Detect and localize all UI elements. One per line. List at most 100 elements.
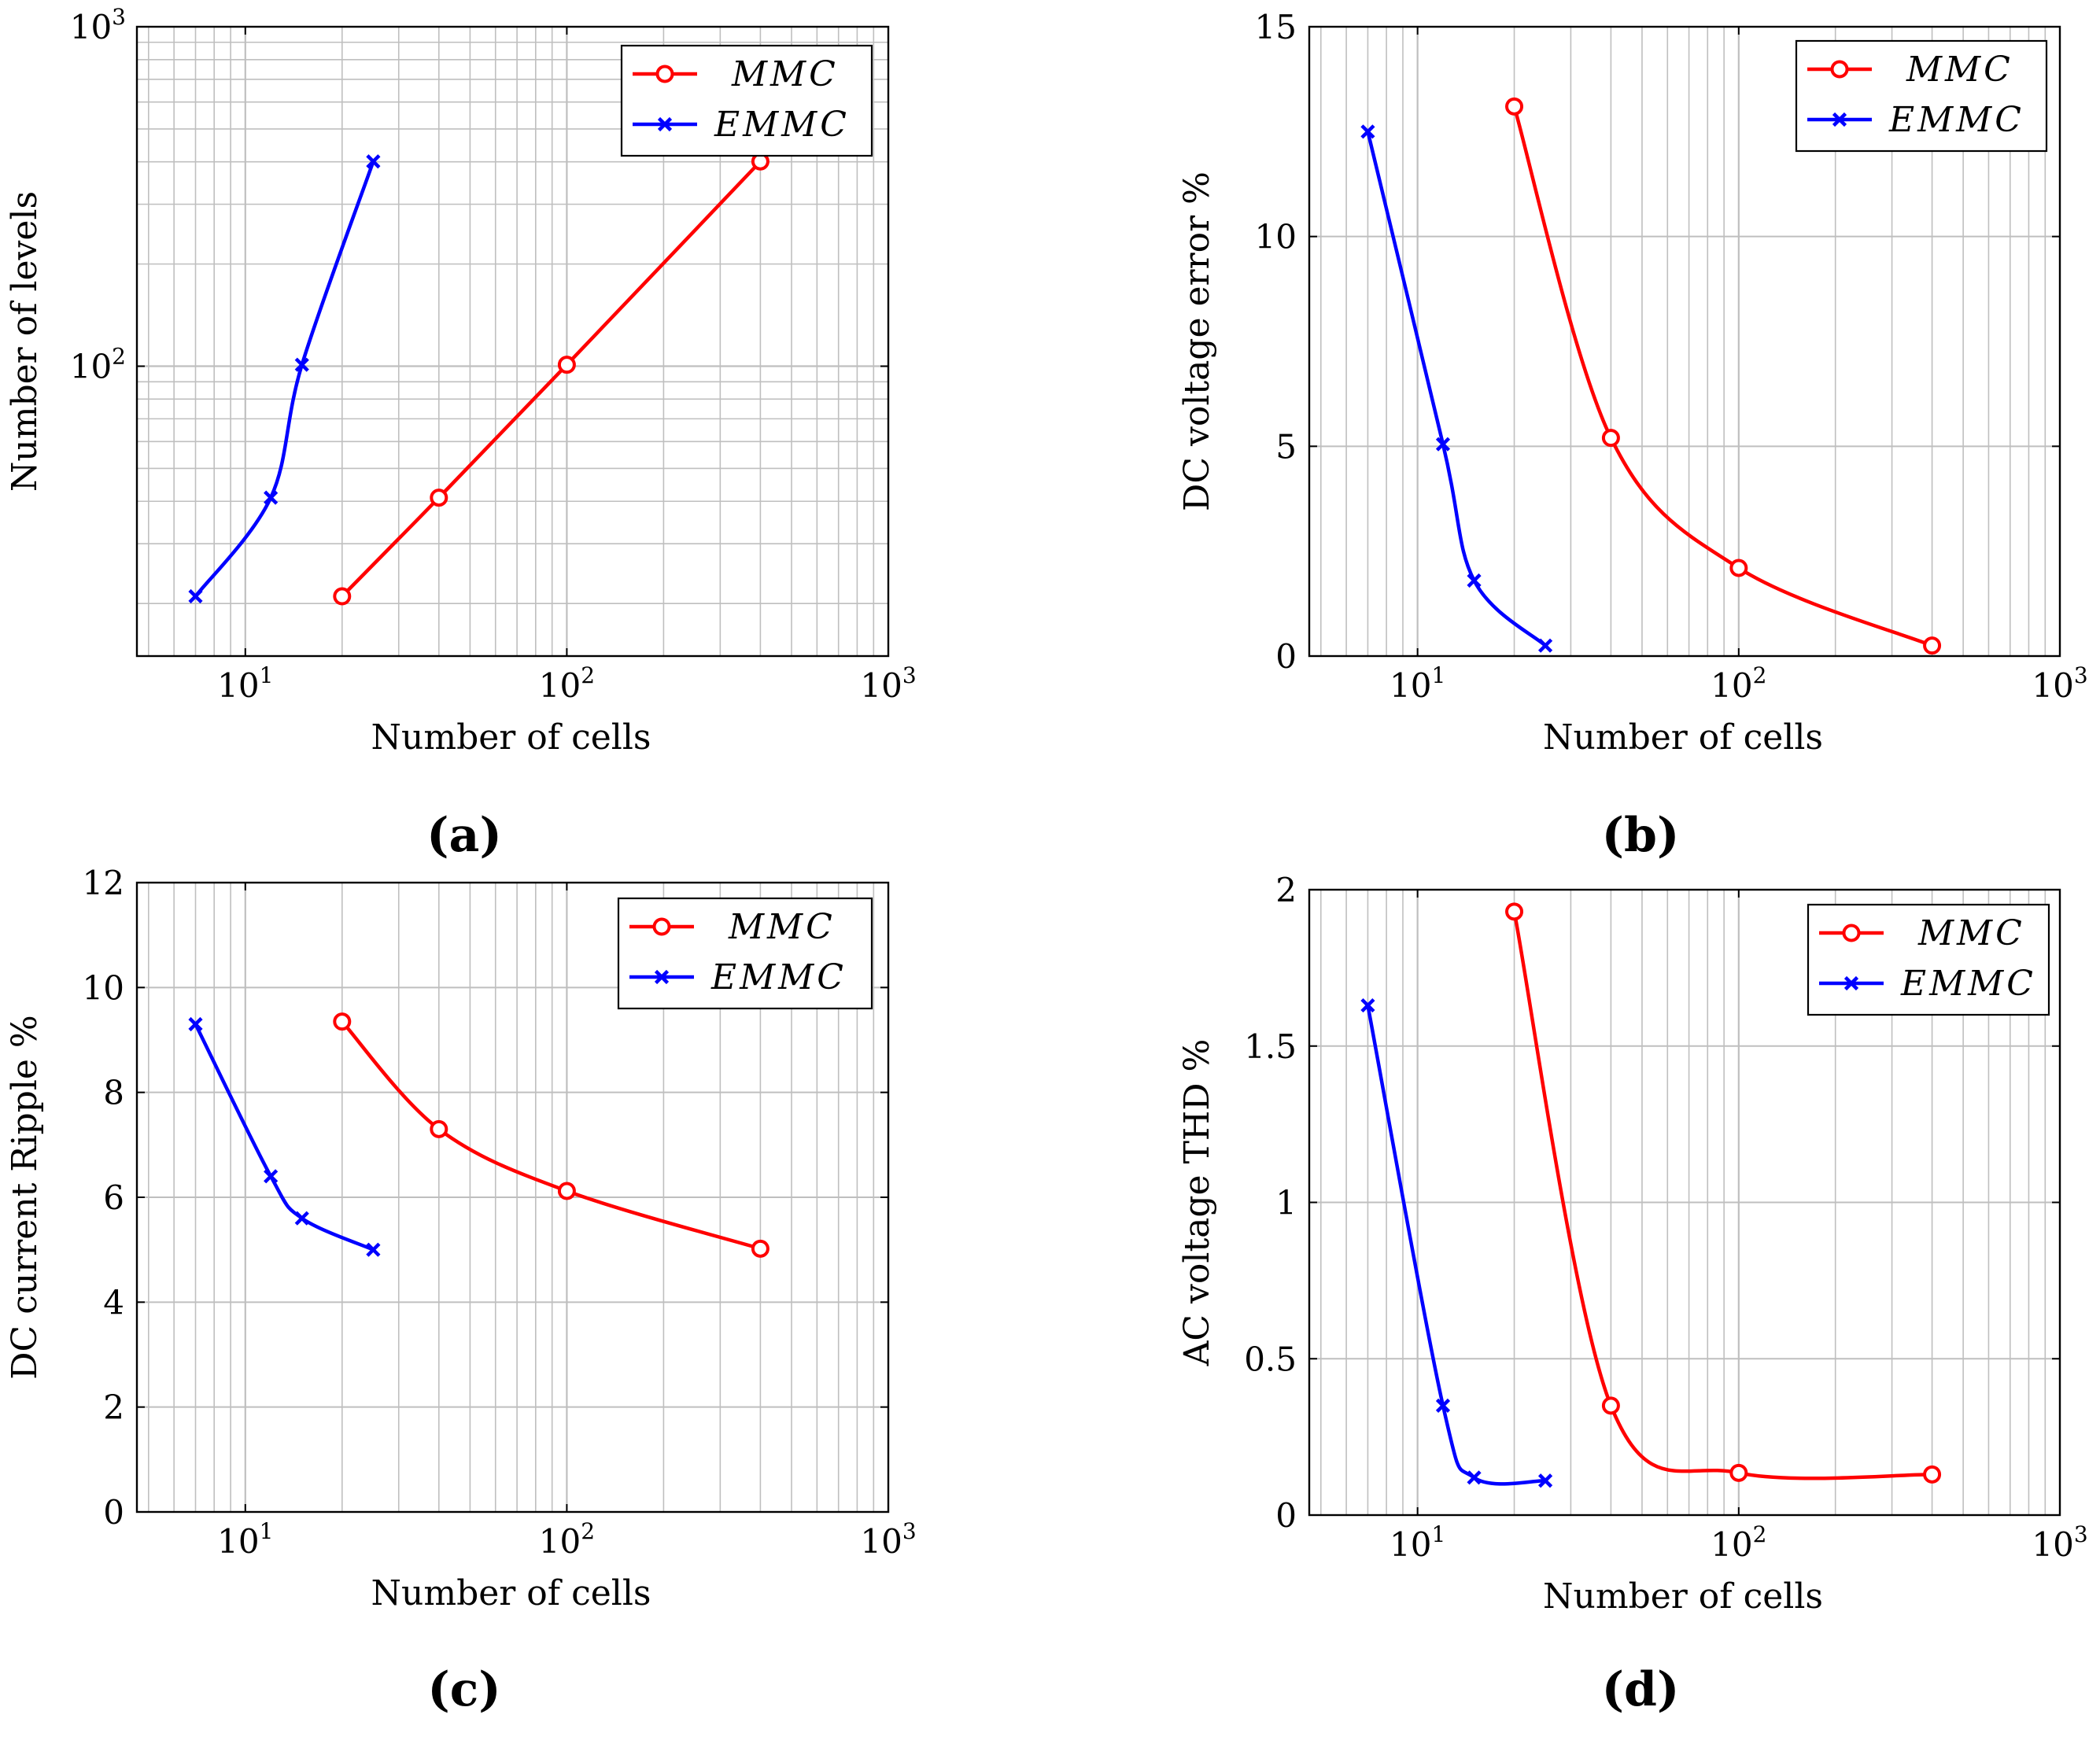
emmc-data-point [188, 588, 203, 604]
y-tick-label: 10 [1255, 218, 1297, 256]
legend-emmc-marker [657, 116, 673, 132]
y-tick-label: 1.5 [1244, 1027, 1297, 1066]
mmc-data-point [1601, 1396, 1620, 1415]
plot-frame [135, 25, 890, 658]
mmc-series-line [1512, 909, 1934, 1480]
x-axis-title: Number of cells [371, 717, 651, 758]
y-tick-label: 6 [103, 1178, 124, 1217]
x-tick-label: 102 [539, 662, 595, 705]
mmc-series-line [340, 1019, 762, 1251]
y-tick-label: 15 [1255, 8, 1297, 46]
emmc-data-point [1467, 1470, 1482, 1485]
mmc-data-point [751, 1239, 770, 1258]
chart-panel-b: 101 102 103 0 5 10 15 Number of cells DC voltage… [1177, 8, 2088, 758]
legend-emmc-label: EMMC [1900, 964, 2036, 1004]
mmc-data-point [557, 356, 576, 374]
legend: MMC EMMC [1807, 903, 2050, 1016]
x-tick-label: 101 [1390, 1521, 1445, 1564]
panel-caption-a: (a) [426, 808, 502, 863]
mmc-data-point [557, 1182, 576, 1200]
legend-emmc-marker [1843, 975, 1859, 991]
emmc-data-point [188, 1016, 203, 1032]
y-axis-title: DC voltage error % [1177, 171, 1217, 511]
emmc-data-point [1360, 124, 1375, 139]
emmc-data-point [1435, 1398, 1451, 1413]
legend-emmc-label: EMMC [710, 957, 847, 997]
legend-mmc-marker [1842, 924, 1861, 942]
legend-mmc-label: MMC [731, 54, 839, 94]
y-tick-label: 0 [103, 1493, 124, 1532]
legend-mmc-label: MMC [728, 907, 836, 947]
y-tick-label: 0 [1275, 1496, 1297, 1535]
emmc-series-line [194, 1022, 375, 1252]
mmc-data-point [333, 587, 352, 606]
panel-caption-b: (b) [1602, 808, 1680, 863]
y-axis-title: Number of levels [5, 191, 45, 492]
legend: MMC EMMC [1795, 39, 2048, 153]
emmc-series-line [194, 160, 375, 599]
x-tick-label: 102 [1711, 1521, 1766, 1564]
x-tick-label: 103 [2032, 1521, 2087, 1564]
y-tick-label: 1 [1275, 1184, 1297, 1222]
mmc-data-point [1505, 97, 1524, 116]
legend: MMC EMMC [620, 44, 873, 157]
emmc-data-point [366, 154, 381, 169]
x-tick-label: 103 [2032, 662, 2087, 705]
y-tick-label: 10 [83, 968, 124, 1007]
x-tick-label: 103 [860, 662, 916, 705]
mmc-series-line [1512, 105, 1934, 647]
legend-emmc-label: EMMC [1888, 100, 2024, 140]
y-tick-label: 4 [103, 1283, 124, 1322]
mmc-data-point [1729, 559, 1748, 577]
y-tick-label: 103 [70, 4, 126, 46]
y-tick-label: 102 [70, 344, 126, 386]
legend-mmc-marker [655, 65, 674, 83]
x-tick-label: 101 [1390, 662, 1445, 705]
panel-caption-d: (d) [1602, 1662, 1680, 1717]
chart-panel-a: 101 102 103 102 103 Number of cells Number of … [5, 4, 917, 758]
y-axis-title: DC current Ripple % [5, 1015, 45, 1379]
legend: MMC EMMC [617, 897, 873, 1010]
x-tick-label: 103 [860, 1518, 916, 1561]
plot-frame [1308, 25, 2061, 658]
mmc-data-point [1729, 1463, 1748, 1482]
legend-box [1807, 903, 2050, 1016]
chart-panel-c: 101 102 103 0 2 4 6 8 10 12 Number of cells DC curr… [5, 864, 917, 1613]
emmc-data-point [294, 357, 309, 372]
emmc-data-point [1467, 573, 1482, 588]
legend-box [1795, 39, 2048, 153]
x-tick-label: 101 [217, 1518, 273, 1561]
y-tick-label: 2 [1275, 871, 1297, 909]
mmc-data-point [1601, 429, 1620, 448]
emmc-data-point [1537, 638, 1553, 653]
panel-caption-c: (c) [427, 1662, 500, 1717]
emmc-data-point [1435, 437, 1451, 452]
x-tick-label: 101 [217, 662, 273, 705]
legend-mmc-marker [652, 917, 671, 936]
legend-emmc-marker [1832, 112, 1847, 127]
emmc-data-point [264, 490, 279, 505]
mmc-data-point [333, 1012, 352, 1031]
y-tick-label: 0 [1275, 637, 1297, 676]
mmc-data-point [1923, 1465, 1942, 1484]
emmc-series-line [1366, 130, 1548, 647]
legend-mmc-marker [1830, 60, 1849, 79]
legend-mmc-label: MMC [1917, 913, 2025, 953]
y-axis-title: AC voltage THD % [1177, 1039, 1217, 1367]
x-tick-label: 102 [539, 1518, 595, 1561]
mmc-data-point [1923, 636, 1942, 655]
y-tick-label: 8 [103, 1074, 124, 1112]
y-tick-label: 12 [83, 864, 124, 902]
mmc-series-line [340, 160, 762, 599]
x-axis-title: Number of cells [371, 1573, 651, 1613]
emmc-series-line [1366, 1003, 1548, 1486]
x-axis-title: Number of cells [1543, 1576, 1823, 1617]
legend-emmc-marker [654, 969, 670, 985]
y-tick-label: 2 [103, 1388, 124, 1427]
emmc-data-point [1360, 997, 1375, 1013]
emmc-data-point [294, 1211, 309, 1226]
mmc-data-point [1505, 902, 1524, 921]
emmc-data-point [1537, 1473, 1553, 1488]
x-axis-title: Number of cells [1543, 717, 1823, 758]
